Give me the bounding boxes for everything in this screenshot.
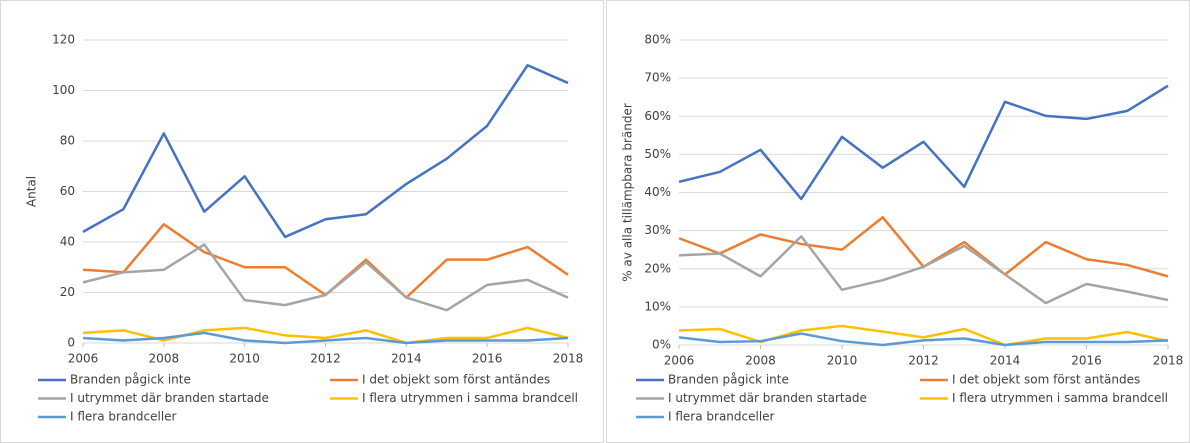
- legend-label: I flera brandceller: [668, 410, 775, 424]
- panel: [606, 0, 1190, 443]
- x-tick-label: 2018: [1153, 354, 1184, 368]
- x-tick-label: 2018: [553, 352, 584, 366]
- y-tick-label: 80%: [644, 33, 671, 47]
- x-tick-label: 2008: [745, 354, 776, 368]
- y-tick-label: 10%: [644, 299, 671, 313]
- x-tick-label: 2008: [149, 352, 180, 366]
- y-tick-label: 40%: [644, 185, 671, 199]
- y-tick-label: 60: [60, 184, 75, 198]
- series-line: [82, 64, 569, 239]
- series-line: [82, 331, 569, 345]
- x-tick-label: 2016: [472, 352, 503, 366]
- y-tick-label: 70%: [644, 71, 671, 85]
- y-tick-label: 50%: [644, 147, 671, 161]
- y-tick-label: 30%: [644, 223, 671, 237]
- legend-label: I det objekt som först antändes: [362, 373, 550, 387]
- legend-label: I flera brandceller: [70, 410, 177, 424]
- y-tick-label: 0%: [652, 338, 671, 352]
- series-line: [678, 235, 1169, 305]
- x-tick-label: 2016: [1071, 354, 1102, 368]
- y-tick-label: 20%: [644, 261, 671, 275]
- y-tick-label: 40: [60, 235, 75, 249]
- legend-label: Branden pågick inte: [70, 373, 191, 387]
- x-tick-label: 2010: [827, 354, 858, 368]
- x-tick-label: 2010: [229, 352, 260, 366]
- x-tick-label: 2014: [391, 352, 422, 366]
- legend-label: I utrymmet där branden startade: [668, 391, 867, 405]
- legend-label: I det objekt som först antändes: [952, 373, 1140, 387]
- x-tick-label: 2012: [908, 354, 939, 368]
- y-tick-label: 0: [67, 336, 75, 350]
- legend-label: I flera utrymmen i samma brandcell: [362, 391, 578, 405]
- y-axis-label: % av alla tillämpbara bränder: [621, 103, 635, 282]
- y-tick-label: 20: [60, 285, 75, 299]
- y-tick-label: 120: [52, 33, 75, 47]
- y-tick-label: 60%: [644, 109, 671, 123]
- series-line: [678, 84, 1169, 201]
- x-tick-label: 2012: [310, 352, 341, 366]
- legend-label: I utrymmet där branden startade: [70, 391, 269, 405]
- x-tick-label: 2014: [990, 354, 1021, 368]
- series-line: [82, 326, 569, 345]
- x-tick-label: 2006: [68, 352, 99, 366]
- y-tick-label: 100: [52, 83, 75, 97]
- x-tick-label: 2006: [664, 354, 695, 368]
- legend-label: Branden pågick inte: [668, 373, 789, 387]
- series-line: [82, 243, 569, 312]
- series-line: [678, 332, 1169, 347]
- legend-label: I flera utrymmen i samma brandcell: [952, 391, 1168, 405]
- y-axis-label: Antal: [25, 176, 39, 207]
- y-tick-label: 80: [60, 134, 75, 148]
